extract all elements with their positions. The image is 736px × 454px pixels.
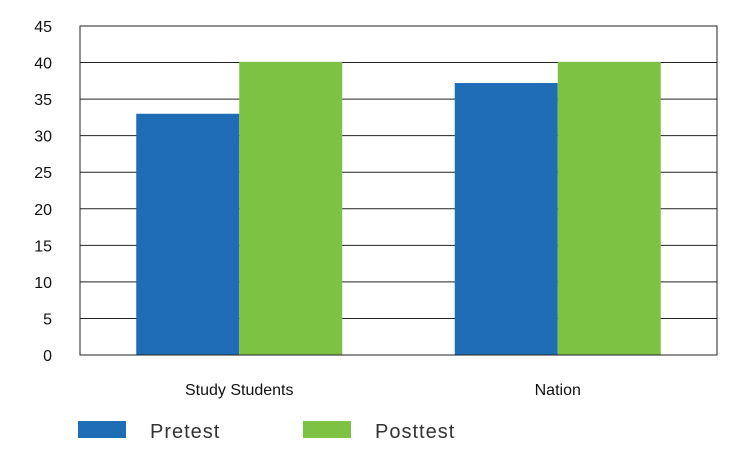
legend-label-pretest: Pretest: [150, 421, 220, 443]
bar-posttest-nation: [557, 61, 661, 356]
y-tick-label: 25: [34, 165, 52, 182]
bar-pretest-study-students: [136, 113, 240, 355]
x-axis-category-labels: Study Students Nation: [185, 382, 581, 399]
x-category-label: Nation: [535, 382, 581, 399]
legend-swatch-posttest: [303, 421, 351, 438]
legend-swatch-pretest: [78, 421, 126, 438]
legend: Pretest Posttest: [78, 421, 455, 443]
legend-label-posttest: Posttest: [375, 421, 455, 443]
y-tick-label: 35: [34, 92, 52, 109]
y-tick-label: 0: [43, 348, 52, 365]
y-tick-label: 40: [34, 56, 52, 73]
bars: [136, 61, 661, 356]
y-tick-label: 20: [34, 202, 52, 219]
y-tick-label: 10: [34, 275, 52, 292]
y-tick-label: 30: [34, 129, 52, 146]
y-tick-label: 45: [34, 19, 52, 36]
y-axis-tick-labels: 0 5 10 15 20 25 30 35 40 45: [34, 19, 52, 365]
y-tick-label: 15: [34, 238, 52, 255]
x-category-label: Study Students: [185, 382, 294, 399]
bar-posttest-study-students: [239, 61, 343, 356]
y-tick-label: 5: [43, 311, 52, 328]
plot-border: [79, 25, 718, 356]
plot-frame: [79, 25, 718, 356]
bar-pretest-nation: [454, 83, 558, 355]
